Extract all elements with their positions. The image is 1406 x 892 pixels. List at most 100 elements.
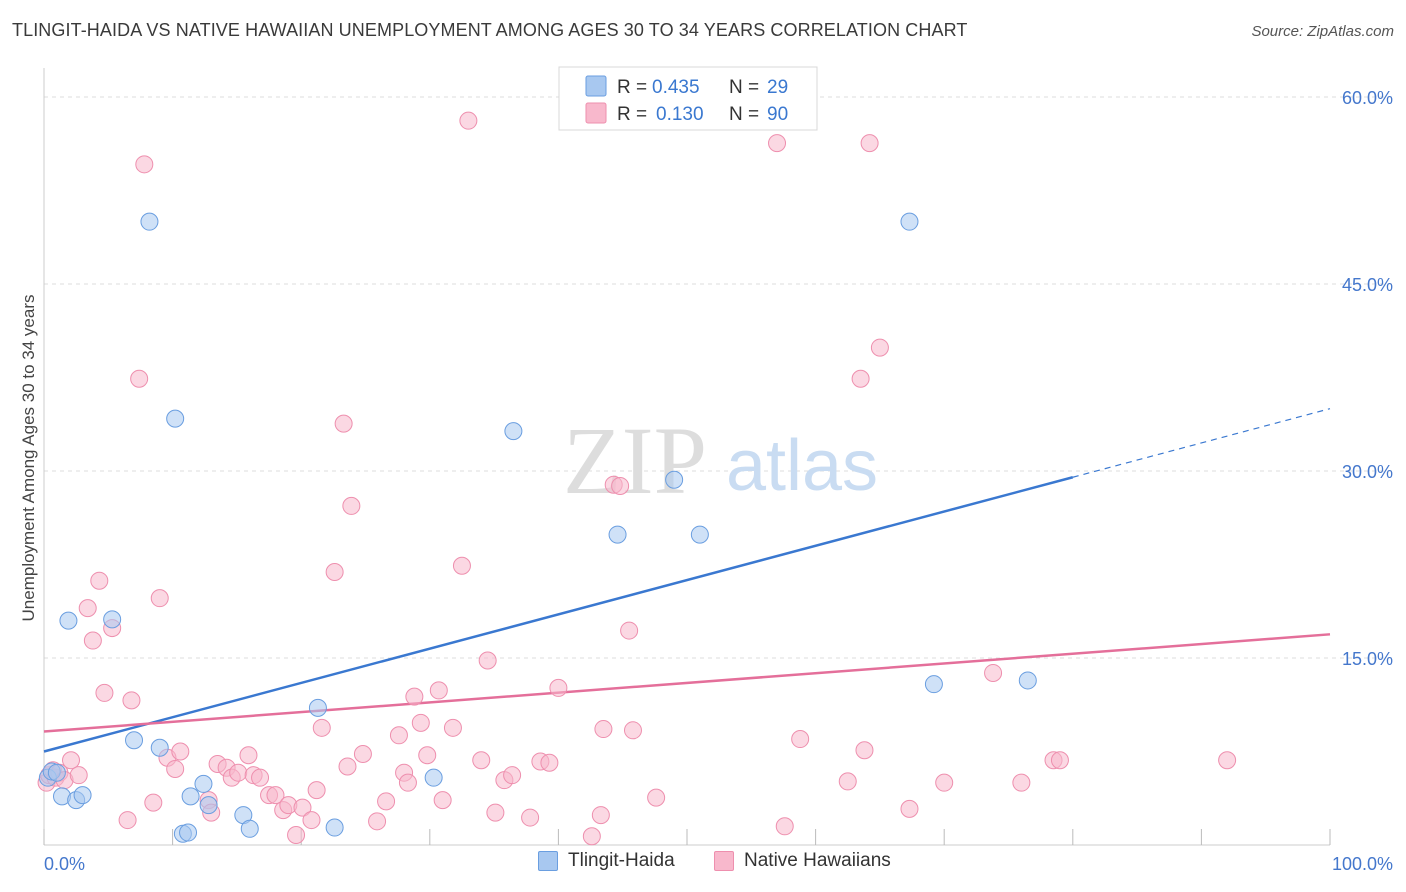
source-attribution: Source: ZipAtlas.com bbox=[1251, 23, 1394, 40]
point-tlingit-haida bbox=[325, 818, 344, 837]
point-native-hawaiians bbox=[623, 721, 642, 740]
x-tick-label: 0.0% bbox=[44, 854, 85, 874]
point-native-hawaiians bbox=[472, 751, 491, 770]
legend-swatch-pink bbox=[585, 102, 607, 124]
point-native-hawaiians bbox=[83, 631, 102, 650]
point-tlingit-haida bbox=[150, 738, 169, 757]
point-native-hawaiians bbox=[95, 683, 114, 702]
legend-r-label-pink: R = bbox=[617, 104, 647, 125]
point-native-hawaiians bbox=[549, 678, 568, 697]
legend-r-value-blue: 0.435 bbox=[652, 77, 700, 98]
point-native-hawaiians bbox=[368, 812, 387, 831]
point-native-hawaiians bbox=[411, 713, 430, 732]
point-tlingit-haida bbox=[424, 768, 443, 787]
point-native-hawaiians bbox=[429, 681, 448, 700]
point-native-hawaiians bbox=[266, 786, 285, 805]
point-tlingit-haida bbox=[125, 731, 144, 750]
point-native-hawaiians bbox=[838, 772, 857, 791]
point-tlingit-haida bbox=[47, 763, 66, 782]
watermark-zip: ZIP bbox=[563, 407, 707, 514]
y-tick-label: 30.0% bbox=[1342, 462, 1393, 482]
point-native-hawaiians bbox=[312, 718, 331, 737]
point-native-hawaiians bbox=[171, 742, 190, 761]
point-native-hawaiians bbox=[130, 369, 149, 388]
point-native-hawaiians bbox=[1012, 773, 1031, 792]
data-points bbox=[37, 111, 1237, 846]
y-tick-label: 60.0% bbox=[1342, 88, 1393, 108]
point-native-hawaiians bbox=[287, 826, 306, 845]
point-native-hawaiians bbox=[1050, 751, 1069, 770]
y-tick-labels: 15.0% 30.0% 45.0% 60.0% bbox=[1342, 88, 1393, 669]
point-native-hawaiians bbox=[398, 773, 417, 792]
point-native-hawaiians bbox=[478, 651, 497, 670]
legend-n-label-blue: N = bbox=[729, 77, 759, 98]
point-native-hawaiians bbox=[935, 773, 954, 792]
point-native-hawaiians bbox=[503, 766, 522, 785]
point-tlingit-haida bbox=[166, 409, 185, 428]
point-native-hawaiians bbox=[791, 730, 810, 749]
y-axis-label: Unemployment Among Ages 30 to 34 years bbox=[19, 295, 38, 622]
point-native-hawaiians bbox=[62, 751, 81, 770]
point-native-hawaiians bbox=[325, 562, 344, 581]
point-native-hawaiians bbox=[307, 781, 326, 800]
trend-line-tlingit-haida bbox=[43, 476, 1074, 753]
point-native-hawaiians bbox=[768, 134, 787, 153]
point-native-hawaiians bbox=[166, 759, 185, 778]
legend-n-value-blue: 29 bbox=[767, 77, 788, 98]
point-native-hawaiians bbox=[418, 746, 437, 765]
point-native-hawaiians bbox=[647, 788, 666, 807]
y-tick-label: 15.0% bbox=[1342, 649, 1393, 669]
x-tick-label: 100.0% bbox=[1332, 854, 1393, 874]
point-native-hawaiians bbox=[334, 414, 353, 433]
point-native-hawaiians bbox=[229, 763, 248, 782]
legend-r-value-pink: 0.130 bbox=[656, 104, 704, 125]
point-tlingit-haida bbox=[308, 698, 327, 717]
point-native-hawaiians bbox=[338, 757, 357, 776]
point-tlingit-haida bbox=[1018, 671, 1037, 690]
point-native-hawaiians bbox=[118, 811, 137, 830]
y-tick-label: 45.0% bbox=[1342, 275, 1393, 295]
grid-lines bbox=[44, 96, 1392, 659]
legend-item-tlingit-haida[interactable]: Tlingit-Haida bbox=[538, 850, 675, 872]
series-legend: Tlingit-Haida Native Hawaiians bbox=[0, 850, 1406, 878]
point-native-hawaiians bbox=[591, 806, 610, 825]
point-native-hawaiians bbox=[90, 571, 109, 590]
point-native-hawaiians bbox=[851, 369, 870, 388]
point-native-hawaiians bbox=[620, 621, 639, 640]
chart-title: TLINGIT-HAIDA VS NATIVE HAWAIIAN UNEMPLO… bbox=[12, 20, 968, 40]
point-tlingit-haida bbox=[199, 796, 218, 815]
point-native-hawaiians bbox=[860, 134, 879, 153]
watermark-atlas: atlas bbox=[726, 426, 878, 506]
legend-item-native-hawaiians[interactable]: Native Hawaiians bbox=[714, 850, 891, 872]
point-tlingit-haida bbox=[690, 525, 709, 544]
point-tlingit-haida bbox=[665, 470, 684, 489]
point-native-hawaiians bbox=[342, 496, 361, 515]
point-tlingit-haida bbox=[73, 786, 92, 805]
point-native-hawaiians bbox=[900, 799, 919, 818]
point-tlingit-haida bbox=[608, 525, 627, 544]
stats-legend: R = 0.435 N = 29 R = 0.130 N = 90 bbox=[558, 66, 818, 131]
point-native-hawaiians bbox=[135, 155, 154, 174]
legend-label-tlingit-haida: Tlingit-Haida bbox=[568, 850, 675, 871]
point-native-hawaiians bbox=[486, 803, 505, 822]
point-tlingit-haida bbox=[103, 610, 122, 629]
point-tlingit-haida bbox=[240, 819, 259, 838]
legend-swatch-native-hawaiians bbox=[714, 851, 734, 871]
point-native-hawaiians bbox=[377, 792, 396, 811]
trend-extension-tlingit-haida bbox=[1072, 408, 1331, 478]
legend-n-value-pink: 90 bbox=[767, 104, 788, 125]
point-native-hawaiians bbox=[594, 720, 613, 739]
x-tick-labels: 0.0% 100.0% bbox=[44, 854, 1393, 874]
point-tlingit-haida bbox=[900, 212, 919, 231]
point-native-hawaiians bbox=[611, 476, 630, 495]
point-native-hawaiians bbox=[870, 338, 889, 357]
point-tlingit-haida bbox=[140, 212, 159, 231]
point-native-hawaiians bbox=[389, 726, 408, 745]
legend-swatch-tlingit-haida bbox=[538, 851, 558, 871]
point-native-hawaiians bbox=[521, 808, 540, 827]
point-native-hawaiians bbox=[1218, 751, 1237, 770]
point-tlingit-haida bbox=[504, 422, 523, 441]
point-native-hawaiians bbox=[353, 744, 372, 763]
point-native-hawaiians bbox=[452, 556, 471, 575]
point-native-hawaiians bbox=[251, 768, 270, 787]
